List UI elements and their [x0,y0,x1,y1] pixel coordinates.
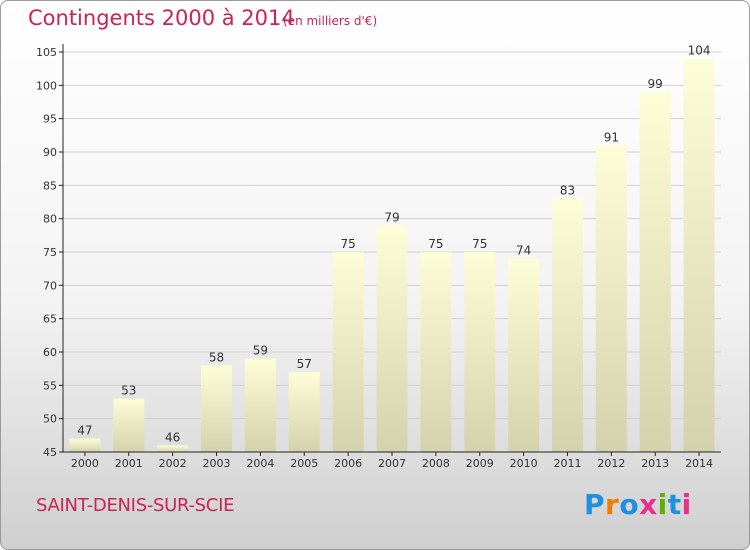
bar-value-label: 99 [648,77,663,91]
y-tick-label: 90 [43,146,57,159]
x-tick-label: 2010 [510,457,538,470]
bar-value-label: 75 [340,237,355,251]
bar [376,225,408,452]
bar [288,372,320,452]
logo-letter: o [619,488,640,521]
y-tick-label: 95 [43,113,57,126]
bar-value-label: 74 [516,244,531,258]
logo-letter: i [681,488,692,521]
bar [201,365,233,452]
x-tick-label: 2005 [290,457,318,470]
bar-value-label: 75 [428,237,443,251]
bar-value-label: 91 [604,130,619,144]
bar-value-label: 46 [165,430,180,444]
x-tick-label: 2006 [334,457,362,470]
proxiti-logo[interactable]: Proxiti [584,488,692,521]
bar-value-label: 53 [121,384,136,398]
y-tick-label: 70 [43,279,57,292]
bar-value-label: 58 [209,350,224,364]
y-tick-label: 45 [43,446,57,459]
x-tick-label: 2007 [378,457,406,470]
bar [639,92,671,452]
x-tick-label: 2008 [422,457,450,470]
x-tick-label: 2000 [71,457,99,470]
x-tick-label: 2013 [641,457,669,470]
x-tick-label: 2012 [597,457,625,470]
y-tick-label: 65 [43,313,57,326]
chart-subtitle: (en milliers d'€) [283,14,378,28]
bar [683,58,715,453]
x-tick-label: 2002 [159,457,187,470]
bar [332,252,364,452]
x-tick-label: 2001 [115,457,143,470]
logo-letter: i [657,488,668,521]
logo-letter: x [639,488,658,521]
x-tick-label: 2011 [553,457,581,470]
bar-value-label: 83 [560,184,575,198]
bar [464,252,496,452]
bar-value-label: 47 [77,424,92,438]
y-tick-label: 80 [43,213,57,226]
y-tick-label: 60 [43,346,57,359]
bar [113,398,145,452]
town-name: SAINT-DENIS-SUR-SCIE [36,495,235,516]
y-tick-label: 100 [36,79,57,92]
y-tick-label: 55 [43,379,57,392]
logo-letter: P [584,488,606,521]
x-tick-label: 2009 [466,457,494,470]
bar [157,445,189,452]
bar [69,438,101,452]
bar [244,358,276,452]
y-tick-label: 105 [36,46,57,59]
bar [508,258,540,452]
y-tick-label: 75 [43,246,57,259]
bar-value-label: 59 [253,344,268,358]
logo-letter: r [605,488,620,521]
bar [420,252,452,452]
bar-value-label: 79 [384,210,399,224]
bar-value-label: 75 [472,237,487,251]
bar-value-label: 104 [688,44,711,58]
chart-title: Contingents 2000 à 2014 [28,6,295,30]
bar [551,198,583,452]
bar-value-label: 57 [297,357,312,371]
y-tick-label: 50 [43,413,57,426]
x-tick-label: 2014 [685,457,713,470]
bar [595,145,627,453]
x-tick-label: 2004 [246,457,274,470]
y-tick-label: 85 [43,179,57,192]
x-tick-label: 2003 [203,457,231,470]
logo-letter: t [667,488,682,521]
